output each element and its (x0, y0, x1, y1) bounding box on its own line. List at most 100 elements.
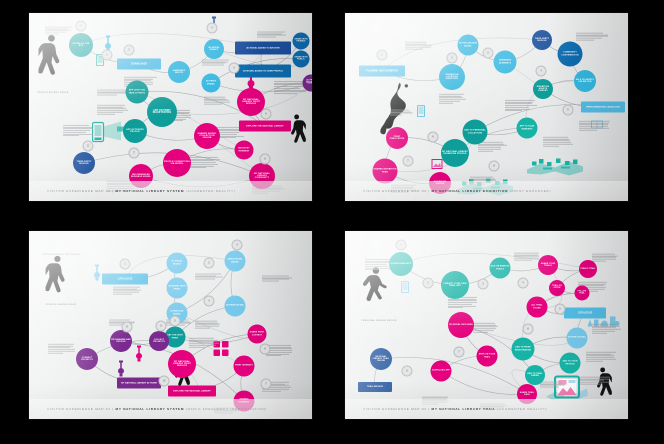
step-marker[interactable]: 4 (536, 66, 547, 77)
step-marker[interactable]: 7 (454, 347, 465, 358)
diagram-node[interactable]: APP TO SCAN MARKERS (517, 118, 538, 139)
step-marker[interactable]: 2 (423, 278, 434, 289)
diagram-node[interactable]: PRINT INTEREST (234, 356, 255, 377)
diagram-node[interactable]: HANDHELD DEVICE (168, 61, 190, 83)
step-marker[interactable]: 5 (170, 316, 181, 327)
step-marker[interactable]: 4 (204, 296, 215, 307)
diagram-node[interactable]: THIRD PARTY MODULE (73, 152, 95, 174)
diagram-node[interactable]: MY NATIONAL LIBRARY EXHIBITION PROFILE (441, 139, 469, 167)
diagram-node[interactable]: PEOPLE CONNECTING VIA MODEL (163, 149, 191, 177)
diagram-node[interactable]: COMMUNITY CONTRIBUTION (558, 42, 583, 67)
diagram-node[interactable]: 3D FIRST MODEL (567, 328, 588, 349)
step-marker[interactable]: 2 (204, 258, 215, 269)
diagram-node[interactable]: TRAIL ON OFFER (549, 280, 565, 296)
diagram-node[interactable]: AR & 3D ASSETS ONLINE PUB (574, 70, 596, 92)
diagram-node[interactable]: INSTALLS THE APP (69, 33, 93, 57)
diagram-node[interactable]: FOLLOW TRAIL (575, 286, 590, 301)
step-marker[interactable]: 4 (518, 278, 529, 289)
diagram-node[interactable]: SHARED EXHIBITION FEED (373, 159, 398, 184)
diagram-node[interactable]: ALL TRAIL FOUND (527, 297, 548, 318)
diagram-node[interactable]: PLANNING AND EXHIBITION (359, 66, 405, 77)
diagram-node[interactable]: PRINT ENHANCED CATALOGUE (581, 102, 625, 113)
diagram-node[interactable]: MATCH BY INTEREST (235, 141, 254, 160)
diagram-node[interactable]: ARTS ON YOUR TRAIL (477, 346, 498, 367)
diagram-node[interactable]: CREATE YOUR OWN TRAIL APP (441, 271, 469, 299)
step-marker[interactable]: 6 (260, 344, 271, 355)
diagram-node[interactable]: COLLECT PROJECTS (149, 331, 169, 351)
diagram-node[interactable]: DOWNLOADS APP (389, 252, 413, 276)
diagram-node[interactable]: CATALOGUE (102, 274, 148, 285)
diagram-node[interactable]: PRINT PUBLICATION (386, 127, 408, 149)
diagram-node[interactable]: 3D MODEL WITH PRINT (167, 278, 188, 299)
diagram-node[interactable]: EXPLORE THE NATIONAL LIBRARY (239, 121, 291, 132)
diagram-node[interactable]: 3D PRINT MODEL (225, 296, 246, 317)
diagram-node[interactable]: APP ACTIVATES PROFILE (123, 119, 147, 143)
diagram-node[interactable]: 3D MODEL ADDED TO USER PROFILE (235, 65, 291, 78)
diagram-node[interactable]: THIRD PARTY MODULE (532, 30, 552, 50)
diagram-node[interactable]: ADD TO TRAIL FINDER (525, 365, 545, 385)
poster-panel-1[interactable]: INSTALLS THE APP DOWNLOADS HANDHELD DEVICE… (29, 13, 312, 201)
step-marker[interactable]: 6 (261, 109, 272, 120)
step-marker[interactable]: 8 (402, 366, 413, 377)
diagram-node[interactable]: ADD OR REMOVE TRAILS (490, 258, 511, 279)
diagram-node[interactable]: EXHIBITION LOCATION IDENTIFIED (439, 64, 465, 90)
step-marker[interactable]: 2 (102, 50, 113, 61)
diagram-node[interactable]: PUBLIC TRAIL (579, 260, 597, 278)
step-marker[interactable]: 9 (156, 321, 167, 332)
step-marker[interactable]: 10 (159, 376, 170, 387)
step-marker[interactable]: 3 (483, 48, 494, 59)
diagram-node[interactable]: MY NATIONAL LIBRARY AT HOME (117, 378, 161, 389)
step-marker[interactable]: 8 (83, 141, 94, 152)
diagram-node[interactable]: ADD TO PRINT REGISTRATION (512, 338, 535, 361)
diagram-node[interactable]: EXHIBITION ASSETS LIBRARY (533, 79, 553, 99)
step-marker[interactable]: 5 (563, 105, 574, 116)
step-marker[interactable]: 6 (523, 324, 534, 335)
diagram-node[interactable]: 3D PRINT MODEL (202, 74, 221, 93)
diagram-node[interactable]: 3D MODEL INCLUDED (448, 312, 474, 338)
step-marker[interactable]: 3 (232, 240, 243, 251)
diagram-node[interactable]: DOWNLOAD APP (431, 361, 452, 382)
diagram-node[interactable]: SHARE WITH FRIENDS (293, 33, 310, 50)
diagram-node[interactable]: CONNECT PROJECTS (76, 348, 98, 370)
diagram-node[interactable]: SHARE PRINT CONTEXT (248, 325, 267, 344)
diagram-node[interactable]: 3D MODEL OBJECT (204, 39, 224, 59)
step-marker[interactable]: 4 (207, 23, 218, 34)
step-marker[interactable]: 1 (76, 21, 87, 32)
step-marker[interactable]: 3 (478, 279, 489, 290)
diagram-node[interactable]: PROGRAMME AND PROFILE (110, 330, 132, 352)
diagram-node[interactable]: SHARE YOUR TRAILS (538, 255, 558, 275)
step-marker[interactable]: 1 (377, 50, 388, 61)
diagram-node[interactable]: ADD TO YOUR PROFILE (560, 353, 581, 374)
diagram-node[interactable]: CABLE MODEL ADDED (225, 251, 246, 272)
step-marker[interactable]: 8 (489, 161, 500, 172)
diagram-node[interactable]: SHARE WITH PUBLIC (293, 51, 310, 68)
step-marker[interactable]: 7 (129, 148, 140, 159)
diagram-node[interactable]: 3D FOR ARCHIVE MODEL (458, 35, 479, 56)
step-marker[interactable]: 5 (229, 63, 240, 74)
diagram-node[interactable]: DOWNLOADS (117, 59, 161, 70)
poster-panel-2[interactable]: PLANNING AND EXHIBITION EXHIBITION LOCATI… (345, 13, 628, 201)
diagram-node[interactable]: TRAIL ARCHIVE (358, 382, 392, 392)
poster-panel-4[interactable]: DOWNLOADS APP CREATE YOUR OWN TRAIL APP AD… (345, 231, 628, 419)
step-marker[interactable]: 7 (403, 156, 414, 167)
diagram-node[interactable]: CATALOGUE (564, 308, 606, 319)
diagram-node[interactable]: ADD TO PERSONAL COLLECTION (463, 120, 488, 145)
step-marker[interactable]: 6 (428, 132, 439, 143)
diagram-node[interactable]: 3D MODEL ADDED TO ARCHIVE (235, 42, 291, 55)
poster-panel-3[interactable]: CATALOGUE 3D MODEL OBJECT 3D MODEL WITH PR… (29, 231, 312, 419)
diagram-node[interactable]: NATIONAL LIBRARY TRAIL ONLINE (370, 348, 392, 370)
step-marker[interactable]: 9 (260, 154, 271, 165)
step-marker[interactable]: 8 (122, 322, 133, 333)
diagram-node[interactable]: APP OR PRINT REGISTRATION (147, 97, 177, 127)
step-marker[interactable]: 5 (555, 304, 566, 315)
step-marker[interactable]: 3 (124, 45, 135, 56)
diagram-node[interactable]: EXPLORE THE NATIONAL LIBRARY (168, 386, 216, 397)
diagram-node[interactable]: 3D PRINT MODEL IN STORE (303, 75, 313, 92)
step-marker[interactable]: 1 (120, 259, 131, 270)
diagram-node[interactable]: 3D MODEL OBJECT (167, 253, 188, 274)
step-marker[interactable]: 7 (261, 379, 272, 390)
diagram-node[interactable]: MY NATIONAL LIBRARY PRINT SERVICE (168, 350, 196, 378)
diagram-node[interactable]: APP LETS YOU TAKE A PHOTO (126, 81, 149, 104)
step-marker[interactable]: 2 (447, 53, 458, 64)
diagram-node[interactable]: GENERATE ELEMENTS (494, 51, 517, 74)
